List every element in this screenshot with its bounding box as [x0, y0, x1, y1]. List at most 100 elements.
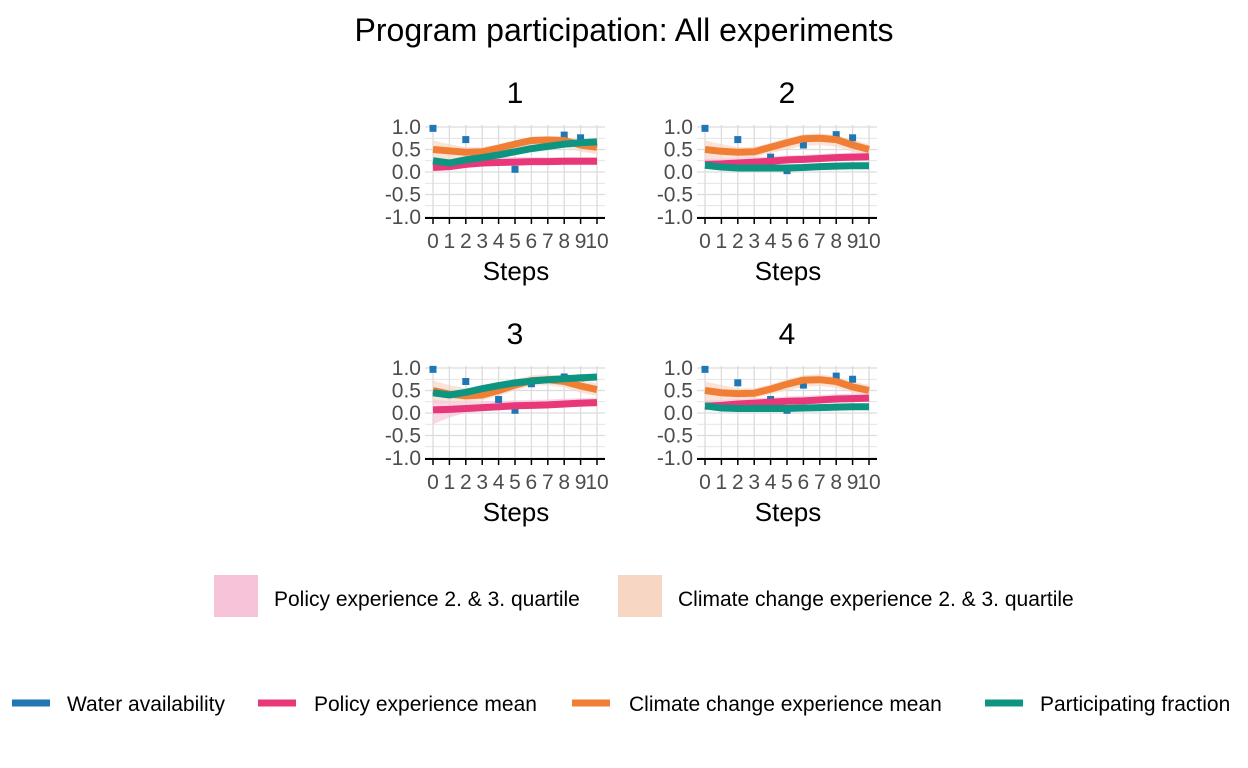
water-series: [429, 124, 585, 173]
water-point: [849, 134, 857, 142]
y-tick-label: 0.0: [392, 161, 421, 184]
legend-item-participation: Participating fraction: [985, 693, 1230, 716]
legend-swatch: [214, 575, 258, 617]
legend-label: Policy experience 2. & 3. quartile: [274, 588, 580, 611]
policy-mean-line: [432, 399, 598, 414]
legend-swatch: [618, 575, 662, 617]
water-point: [495, 396, 503, 403]
x-tick-label: 0: [699, 471, 711, 494]
x-tick-label: 3: [748, 230, 760, 253]
y-tick-label: 0.5: [392, 380, 421, 403]
x-tick-label: 1: [716, 230, 728, 253]
y-tick-label: -1.0: [657, 206, 693, 229]
x-axis-label: Steps: [483, 497, 550, 527]
water-point: [462, 378, 470, 385]
x-tick-label: 5: [781, 230, 793, 253]
panel-title: 4: [779, 318, 796, 351]
x-tick-label: 2: [732, 230, 744, 253]
water-point: [734, 379, 742, 387]
y-tick-label: 1.0: [392, 357, 421, 380]
x-tick-label: 6: [526, 471, 538, 494]
x-tick-label: 3: [476, 230, 488, 253]
water-point: [832, 131, 840, 139]
y-tick-label: 0.5: [664, 139, 693, 162]
x-tick-label: 8: [558, 471, 570, 494]
x-tick-label: 10: [585, 230, 608, 253]
x-tick-label: 8: [558, 230, 570, 253]
x-tick-label: 1: [444, 230, 456, 253]
legend-label: Water availability: [67, 693, 225, 716]
climate-mean-line: [704, 134, 870, 156]
participation-line: [432, 138, 598, 167]
water-point: [849, 375, 857, 383]
x-tick-label: 7: [542, 471, 554, 494]
legend-item-water: Water availability: [12, 693, 225, 716]
panel-title: 1: [507, 77, 524, 110]
y-tick-label: -1.0: [657, 447, 693, 470]
y-tick-label: -1.0: [385, 206, 421, 229]
legend-label: Climate change experience 2. & 3. quarti…: [678, 588, 1074, 611]
legend-item-policy: Policy experience mean: [258, 693, 537, 716]
legend-label: Climate change experience mean: [629, 693, 942, 716]
x-tick-label: 10: [857, 471, 880, 494]
water-point: [767, 153, 775, 161]
y-tick-label: 0.0: [664, 402, 693, 425]
x-tick-label: 2: [732, 471, 744, 494]
x-tick-label: 2: [460, 471, 472, 494]
water-point: [701, 124, 709, 132]
y-tick-label: 0.0: [392, 402, 421, 425]
x-tick-label: 6: [526, 230, 538, 253]
y-tick-label: -0.5: [385, 184, 421, 207]
participation-line: [704, 402, 869, 412]
legend-item-climate: Climate change experience mean: [572, 693, 942, 716]
x-tick-label: 1: [716, 471, 728, 494]
y-tick-label: 0.0: [664, 161, 693, 184]
x-tick-label: 7: [814, 230, 826, 253]
y-tick-label: -1.0: [385, 447, 421, 470]
legend-label: Participating fraction: [1040, 693, 1230, 716]
x-tick-label: 4: [765, 230, 777, 253]
y-tick-label: 1.0: [392, 116, 421, 139]
x-axis-label: Steps: [755, 256, 822, 286]
water-point: [511, 406, 519, 414]
y-tick-label: -0.5: [657, 425, 693, 448]
y-tick-label: 0.5: [664, 380, 693, 403]
legend-item-policy-band: Policy experience 2. & 3. quartile: [214, 575, 580, 617]
legend: Policy experience 2. & 3. quartile Climat…: [12, 575, 1230, 716]
x-tick-label: 8: [830, 471, 842, 494]
x-tick-label: 9: [847, 471, 859, 494]
water-point: [577, 134, 585, 142]
x-tick-label: 10: [857, 230, 880, 253]
policy-mean-line: [704, 153, 870, 168]
x-tick-label: 4: [765, 471, 777, 494]
x-tick-label: 0: [427, 471, 439, 494]
legend-label: Policy experience mean: [314, 693, 537, 716]
water-point: [832, 372, 840, 380]
x-tick-label: 7: [542, 230, 554, 253]
x-tick-label: 4: [493, 230, 505, 253]
x-tick-label: 10: [585, 471, 608, 494]
water-point: [799, 381, 807, 389]
x-axis-label: Steps: [755, 497, 822, 527]
x-tick-label: 5: [781, 471, 793, 494]
x-tick-label: 5: [509, 471, 521, 494]
y-tick-label: 0.5: [392, 139, 421, 162]
x-tick-label: 5: [509, 230, 521, 253]
x-tick-label: 7: [814, 471, 826, 494]
water-point: [734, 136, 742, 144]
chart-title: Program participation: All experiments: [355, 12, 894, 48]
water-point: [511, 165, 519, 173]
x-tick-label: 3: [748, 471, 760, 494]
water-point: [701, 365, 709, 373]
y-tick-label: -0.5: [657, 184, 693, 207]
x-tick-label: 8: [830, 230, 842, 253]
water-point: [799, 141, 807, 149]
x-tick-label: 9: [575, 230, 587, 253]
x-tick-label: 0: [699, 230, 711, 253]
x-tick-label: 6: [798, 230, 810, 253]
x-tick-label: 2: [460, 230, 472, 253]
